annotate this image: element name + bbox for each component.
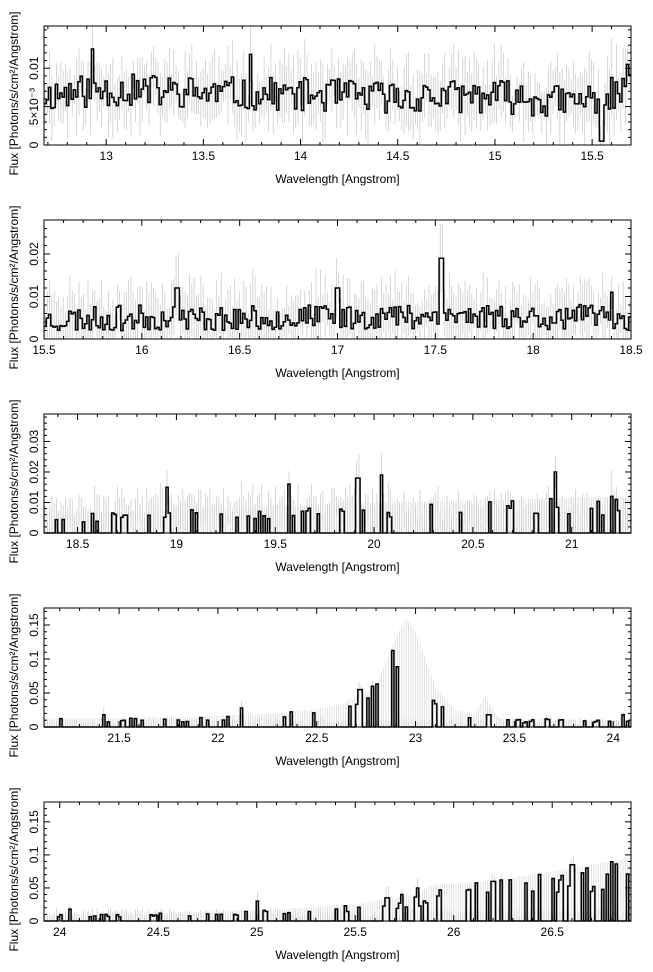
spectrum-line — [44, 257, 631, 332]
y-tick-label: 0 — [27, 529, 41, 536]
x-tick-label: 24 — [53, 925, 67, 939]
y-tick-label: 0 — [27, 723, 41, 730]
x-tick-label: 15.5 — [580, 149, 604, 163]
plot-frame — [43, 801, 632, 922]
x-tick-label: 15.5 — [32, 343, 56, 357]
x-axis-title: Wavelength [Angstrom] — [275, 366, 399, 380]
y-tick-label: 0.15 — [27, 613, 41, 637]
x-axis-title: Wavelength [Angstrom] — [275, 560, 399, 574]
y-tick-label: 0.01 — [27, 56, 41, 80]
x-tick-label: 25.5 — [344, 925, 368, 939]
y-axis-title: Flux [Photons/s/cm²/Angstrom] — [7, 399, 21, 563]
x-tick-label: 22.5 — [305, 731, 329, 745]
x-axis-title: Wavelength [Angstrom] — [275, 754, 399, 768]
y-tick-label: 0 — [27, 141, 41, 148]
x-tick-label: 13 — [100, 149, 114, 163]
error-bars — [44, 223, 631, 339]
y-tick-label: 0.01 — [27, 490, 41, 514]
x-tick-label: 21 — [565, 537, 579, 551]
plot-frame — [43, 25, 632, 146]
chart-panel-2: 15.5 16 16.5 17 17.5 18 18.5 0 0.01 0.02 Wavelengt… — [7, 205, 643, 380]
y-tick-label: 0.02 — [27, 242, 41, 266]
x-tick-label: 15 — [488, 149, 502, 163]
x-tick-label: 22 — [211, 731, 225, 745]
x-tick-label: 18.5 — [619, 343, 643, 357]
spectrum-line — [44, 471, 631, 534]
x-tick-label: 14 — [294, 149, 308, 163]
y-tick-label: 0.15 — [27, 810, 41, 834]
x-tick-label: 25 — [250, 925, 264, 939]
y-tick-label: 0.1 — [27, 650, 41, 667]
x-tick-label: 16.5 — [228, 343, 252, 357]
x-tick-label: 20 — [367, 537, 381, 551]
y-tick-label: 0.02 — [27, 460, 41, 484]
chart-panel-5: 24 24.5 25 25.5 26 26.5 0 0.05 0.1 0.15 Wavelength… — [7, 787, 632, 962]
x-tick-label: 19 — [170, 537, 184, 551]
spectrum-line — [44, 860, 631, 922]
x-axis-title: Wavelength [Angstrom] — [275, 172, 399, 186]
spectrum-line — [44, 649, 631, 728]
chart-panel-1: 13 13.5 14 14.5 15 15.5 0 5×10⁻³ 0.01 Wavelength … — [7, 11, 632, 186]
x-tick-label: 19.5 — [264, 537, 288, 551]
x-tick-label: 14.5 — [386, 149, 410, 163]
x-tick-label: 18 — [526, 343, 540, 357]
x-tick-label: 24 — [607, 731, 621, 745]
y-axis-title: Flux [Photons/s/cm²/Angstrom] — [7, 593, 21, 757]
plot-frame — [43, 607, 632, 728]
chart-panel-4: 21.5 22 22.5 23 23.5 24 0 0.05 0.1 0.15 Wavelength… — [7, 593, 632, 768]
x-tick-label: 26 — [447, 925, 461, 939]
y-axis-title: Flux [Photons/s/cm²/Angstrom] — [7, 11, 21, 175]
x-tick-label: 20.5 — [461, 537, 485, 551]
y-tick-label: 0.03 — [27, 429, 41, 453]
x-tick-label: 23 — [409, 731, 423, 745]
y-tick-label: 5×10⁻³ — [27, 88, 41, 125]
plot-frame — [43, 413, 632, 534]
x-tick-label: 21.5 — [107, 731, 131, 745]
x-tick-label: 26.5 — [541, 925, 565, 939]
y-tick-label: 0.05 — [27, 681, 41, 705]
spectrum-line — [44, 48, 631, 142]
x-tick-label: 17 — [331, 343, 345, 357]
y-tick-label: 0.1 — [27, 846, 41, 863]
x-tick-label: 16 — [135, 343, 149, 357]
x-tick-label: 23.5 — [503, 731, 527, 745]
y-axis-title: Flux [Photons/s/cm²/Angstrom] — [7, 205, 21, 369]
error-bars — [44, 681, 631, 727]
x-tick-label: 13.5 — [192, 149, 216, 163]
y-tick-label: 0 — [27, 917, 41, 924]
x-axis-title: Wavelength [Angstrom] — [275, 948, 399, 962]
chart-panel-3: 18.5 19 19.5 20 20.5 21 0 0.01 0.02 0.03 Wavelengt… — [7, 399, 632, 574]
y-tick-label: 0.01 — [27, 284, 41, 308]
x-tick-label: 17.5 — [424, 343, 448, 357]
y-axis-title: Flux [Photons/s/cm²/Angstrom] — [7, 787, 21, 951]
y-tick-label: 0 — [27, 335, 41, 342]
model-envelope — [44, 619, 631, 727]
error-bars — [44, 453, 631, 533]
x-tick-label: 24.5 — [147, 925, 171, 939]
y-tick-label: 0.05 — [27, 876, 41, 900]
x-tick-label: 18.5 — [66, 537, 90, 551]
